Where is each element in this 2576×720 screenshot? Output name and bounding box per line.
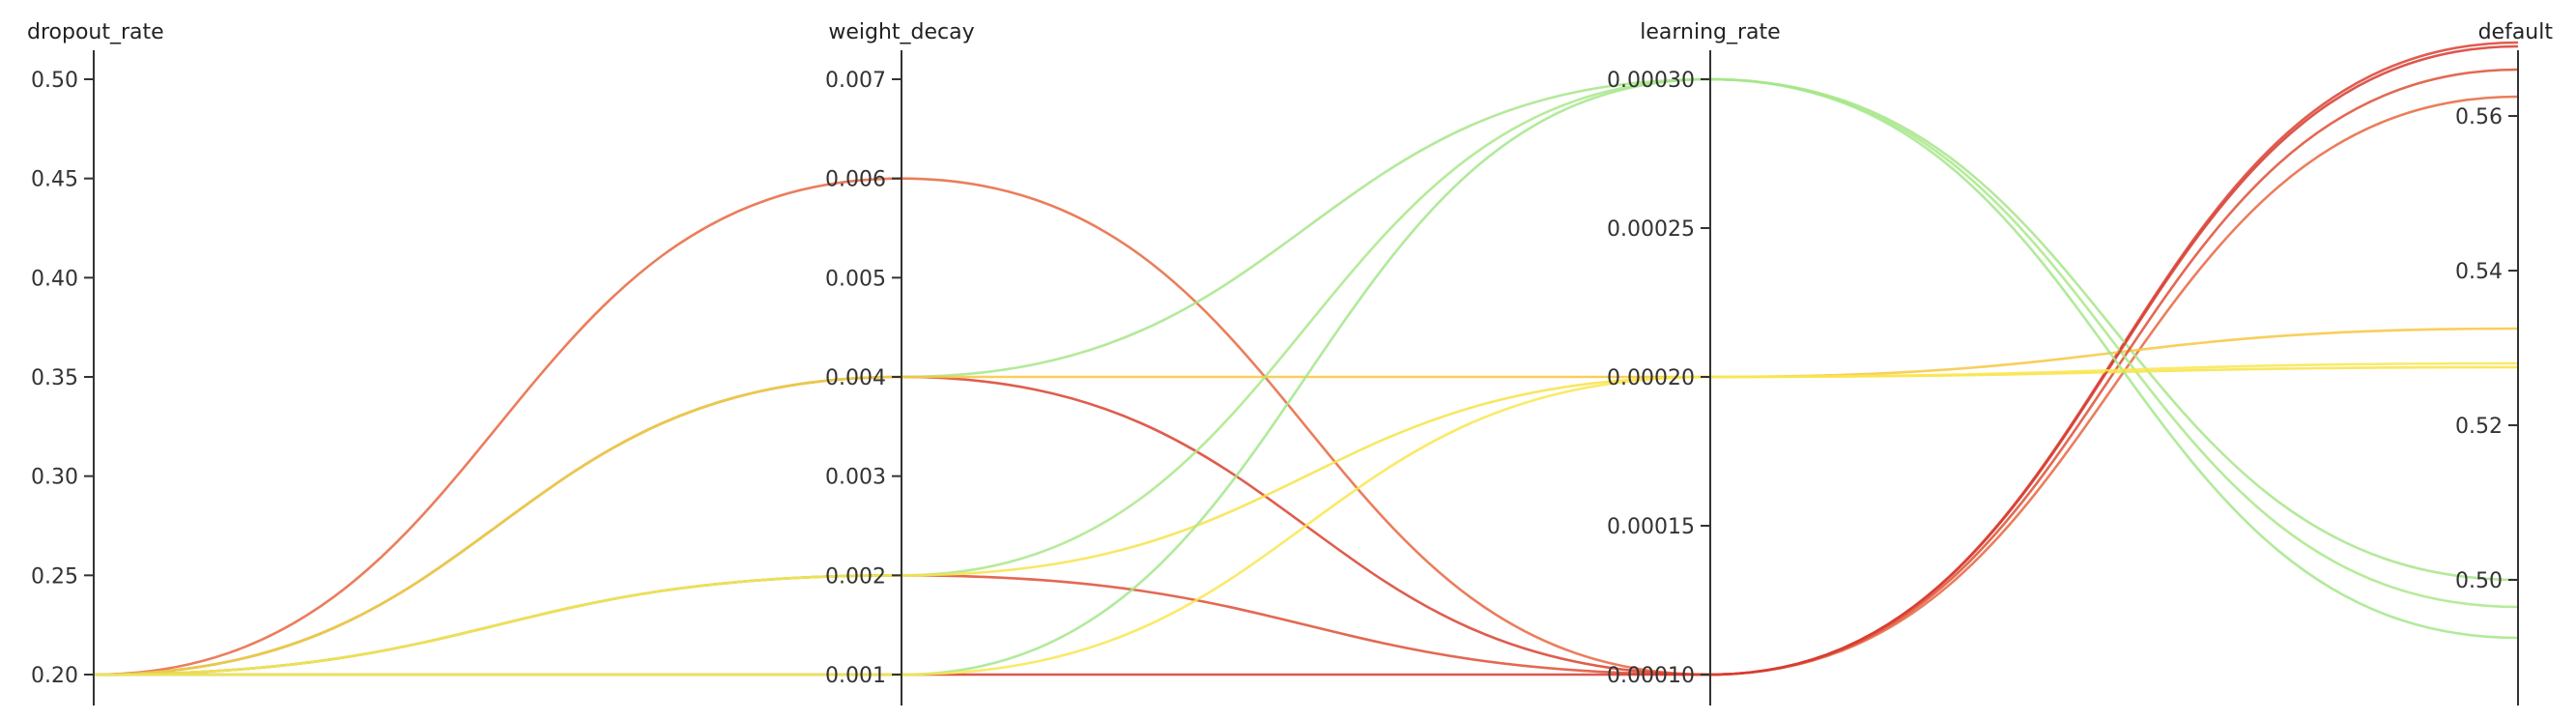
tick-label: 0.002 xyxy=(825,564,886,589)
axis-title-dropout_rate: dropout_rate xyxy=(27,20,164,44)
tick-label: 0.00015 xyxy=(1607,515,1695,539)
tick-label: 0.001 xyxy=(825,664,886,688)
axis-title-learning_rate: learning_rate xyxy=(1640,20,1780,44)
axis-title-default: default xyxy=(2478,20,2554,44)
tick-label: 0.00010 xyxy=(1607,664,1695,688)
tick-label: 0.20 xyxy=(31,664,78,688)
tick-label: 0.006 xyxy=(825,168,886,192)
tick-label: 0.52 xyxy=(2455,415,2503,439)
tick-label: 0.003 xyxy=(825,466,886,490)
series-line-0 xyxy=(93,95,2519,677)
tick-label: 0.50 xyxy=(2455,569,2503,593)
tick-label: 0.35 xyxy=(31,366,78,390)
axis-dropout_rate: dropout_rate 0.20 0.25 0.30 0.35 0.40 0.45 0.50 xyxy=(27,20,164,706)
tick-label: 0.00025 xyxy=(1607,217,1695,242)
tick-label: 0.45 xyxy=(31,168,78,192)
tick-label: 0.00030 xyxy=(1607,69,1695,93)
axes-group: dropout_rate 0.20 0.25 0.30 0.35 0.40 0.45 0.50… xyxy=(27,20,2553,706)
tick-label: 0.30 xyxy=(31,466,78,490)
tick-label: 0.007 xyxy=(825,69,886,93)
series-line-1 xyxy=(93,41,2519,677)
tick-label: 0.004 xyxy=(825,366,886,390)
tick-label: 0.00020 xyxy=(1607,366,1695,390)
series-line-6 xyxy=(93,365,2519,677)
series-lines xyxy=(93,41,2519,677)
tick-label: 0.54 xyxy=(2455,260,2503,284)
axis-learning_rate: learning_rate 0.00010 0.00015 0.00020 0.0002… xyxy=(1607,20,1781,706)
tick-label: 0.005 xyxy=(825,267,886,291)
tick-label: 0.25 xyxy=(31,564,78,589)
tick-label: 0.40 xyxy=(31,267,78,291)
tick-label: 0.56 xyxy=(2455,105,2503,130)
axis-weight_decay: weight_decay 0.001 0.002 0.003 0.004 0.005 0.0… xyxy=(825,20,975,706)
axis-default: default 0.50 0.52 0.54 0.56 xyxy=(2455,20,2553,706)
tick-label: 0.50 xyxy=(31,69,78,93)
series-line-9 xyxy=(94,361,2519,677)
axis-title-weight_decay: weight_decay xyxy=(828,20,974,44)
series-line-7 xyxy=(94,44,2519,677)
